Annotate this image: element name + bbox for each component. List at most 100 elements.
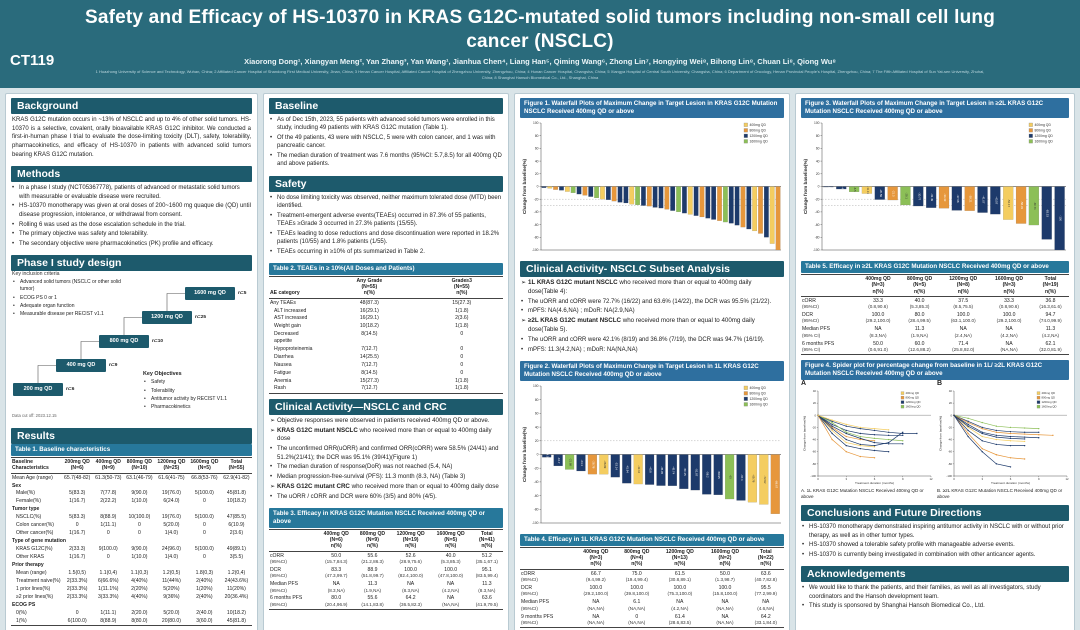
svg-text:1200mg QD: 1200mg QD: [1042, 400, 1057, 404]
column-1: Background KRAS G12C mutation occurs in …: [5, 93, 258, 630]
svg-text:Treatment duration (months): Treatment duration (months): [855, 481, 894, 485]
table-row: 6 months PFS (95%CI) 80.0 (20.4,96.9) 55.6 (1…: [269, 594, 503, 610]
table-row: Treatment naive(%) 2(33.3%) 6(66.6%) 4(40%)…: [16, 577, 249, 584]
data-table: Baseline Characteristics 200mg QD (N=6) 400m…: [11, 457, 252, 626]
waterfall-bar: [769, 186, 775, 244]
figure-4-block: Figure 4. Spider plot for percentage cha…: [801, 360, 1069, 500]
svg-text:Change from baseline(%): Change from baseline(%): [939, 416, 943, 451]
waterfall-bar: [564, 186, 570, 192]
waterfall-bar: [652, 186, 658, 208]
figure-4b-spider-chart: -100 -80 -60 -40 -20 0 20 40 0 3 6 9 12 Treatment dur…: [937, 387, 1069, 487]
column-3: Figure 1. Waterfall Plots of Maximum Cha…: [514, 93, 790, 630]
waterfall-bar: [599, 454, 609, 475]
svg-text:100: 100: [533, 384, 539, 388]
svg-text:40: 40: [535, 425, 539, 429]
waterfall-bar: [938, 186, 950, 209]
svg-text:800mg QD: 800mg QD: [906, 396, 920, 400]
table-row: DCR (95%CI) 100.0 (29.2,100.0) 100.0 (39.8,10…: [521, 584, 777, 597]
svg-text:40: 40: [949, 389, 953, 393]
waterfall-bar: [646, 186, 652, 207]
svg-text:-58.2: -58.2: [706, 471, 710, 478]
table-row: 1 prior lines(%) 2(33.3%) 1(11.1%) 2(20%) 5(…: [16, 585, 246, 592]
dose-level-n: n=9: [109, 363, 118, 369]
table-row: Other cancer(%) 1(16.7) 0 0 1(4.0) 0 2(3.6): [16, 530, 244, 537]
list-item: • Pharmacokinetics: [144, 404, 191, 411]
svg-text:-37.68: -37.68: [956, 195, 960, 203]
spider-series: [817, 415, 889, 431]
waterfall-bar: [913, 186, 924, 207]
svg-text:-58.33: -58.33: [1020, 201, 1024, 209]
waterfall-bar: [747, 454, 757, 503]
waterfall-bar: [711, 186, 717, 220]
study-design-heading: Phase I study design: [11, 255, 252, 272]
inclusion-criteria-list: • Advanced solid tumors (NSCLC or other s…: [12, 277, 130, 320]
poster-title: Safety and Efficacy of HS-10370 in KRAS …: [84, 7, 996, 52]
svg-text:6: 6: [874, 477, 876, 481]
svg-text:-60: -60: [948, 450, 952, 454]
svg-text:-0.87: -0.87: [827, 184, 831, 191]
table-row: DCR (95%CI) 83.3 (47.3,99.7) 88.9 (51.8,99.7)…: [270, 566, 498, 579]
data-table: 400mg QD (N=6) n(%) 800mg QD (N=9) n(%) 1200mg…: [269, 528, 503, 610]
svg-text:-8.5: -8.5: [853, 187, 857, 192]
svg-text:400mg QD: 400mg QD: [906, 391, 920, 395]
svg-text:1600mg QD: 1600mg QD: [750, 140, 769, 144]
waterfall-bar: [559, 186, 564, 191]
table-title: Table 1. Baseline characteristics: [11, 444, 252, 457]
waterfall-bar: [740, 186, 746, 228]
waterfall-bar: [723, 186, 728, 223]
svg-text:0: 0: [818, 185, 820, 189]
methods-list: • In a phase I study (NCT05367778), patie…: [11, 182, 252, 250]
waterfall-bar: [600, 186, 605, 200]
svg-text:-60: -60: [812, 450, 816, 454]
svg-text:-50.15: -50.15: [683, 468, 687, 476]
acknowledgements-list: • We would like to thank the patients, an…: [801, 582, 1069, 612]
table-row: Rash 7(12.7) 1(1.8): [269, 384, 503, 394]
table-2: Table 2. TEAEs in ≥ 10%(All Doses and Pa…: [269, 262, 503, 394]
list-item: • Adequate organ function: [13, 302, 75, 309]
svg-text:-67.1: -67.1: [740, 474, 744, 481]
svg-text:800mg QD: 800mg QD: [1035, 129, 1052, 133]
table-row: Median PFS (95%CI) NA (NA,NA) 6.1 (NA,NA) NA (4…: [521, 599, 775, 611]
svg-text:-38.21: -38.21: [969, 195, 973, 203]
dose-level-box: 400 mg QD: [56, 359, 106, 373]
data-table: AE category Any Grade (N=55) n(%) Grade≥3 (N=…: [269, 275, 503, 394]
waterfall-bar: [752, 186, 758, 232]
waterfall-bar: [926, 186, 937, 208]
svg-text:20: 20: [813, 401, 817, 405]
list-item: • Of the 49 patients, 43 were with NSCLC,…: [270, 135, 496, 150]
affiliations-line: 1 Huazhong University of Science and Tec…: [95, 68, 985, 80]
waterfall-bar: [977, 186, 988, 213]
waterfall-bar: [759, 454, 769, 505]
waterfall-bar: [964, 186, 975, 211]
list-item: • HS-10370 is currently being investigate…: [802, 552, 1036, 559]
svg-text:-40: -40: [534, 480, 539, 484]
svg-text:0: 0: [537, 453, 539, 457]
waterfall-svg: -100 -80 -60 -40 -20 0 20 40 60 80 100 Change from …: [522, 384, 781, 525]
baseline-heading: Baseline: [269, 98, 503, 114]
list-item: • Tolerability: [144, 387, 175, 394]
table-row: KRAS G12C(%) 2(33.3) 9(100.0) 9(90.0) 24(96.…: [16, 546, 246, 553]
waterfall-bar: [687, 186, 693, 215]
svg-text:-100: -100: [532, 521, 539, 525]
spider-series: [953, 415, 1025, 460]
svg-text:0: 0: [814, 414, 816, 418]
waterfall-bar: [664, 186, 670, 210]
safety-section: Safety • No dose limiting toxicity was ob…: [269, 175, 503, 258]
clinical-activity-section: Clinical Activity—NSCLC and CRC ➢ Objecti…: [269, 398, 503, 504]
svg-text:-86.67: -86.67: [774, 480, 778, 488]
baseline-list: • As of Dec 15th, 2023, 55 patients with …: [269, 114, 503, 171]
waterfall-bar: [635, 186, 640, 206]
svg-text:-40: -40: [948, 438, 952, 442]
spider-series: [953, 415, 1053, 436]
table-title: Table 2. TEAEs in ≥ 10%(All Doses and Pa…: [269, 262, 503, 275]
spider-svg: -100 -80 -60 -40 -20 0 20 40 0 3 6 9 12 Treatment dur…: [803, 389, 933, 485]
key-objectives-title: Key Objectives: [143, 371, 182, 378]
svg-text:-21.88: -21.88: [569, 458, 573, 466]
svg-text:100: 100: [533, 121, 539, 125]
list-item: • Median progression-free-survival (PFS):…: [270, 474, 466, 481]
data-table: 400mg QD (N=3) n(%) 800mg QD (N=4) n(%) 1200mg…: [520, 546, 784, 629]
svg-text:-20: -20: [812, 426, 816, 430]
svg-text:-51.97: -51.97: [694, 468, 698, 476]
dose-level-n: n=6: [66, 387, 75, 393]
svg-text:-28.78: -28.78: [591, 460, 595, 468]
